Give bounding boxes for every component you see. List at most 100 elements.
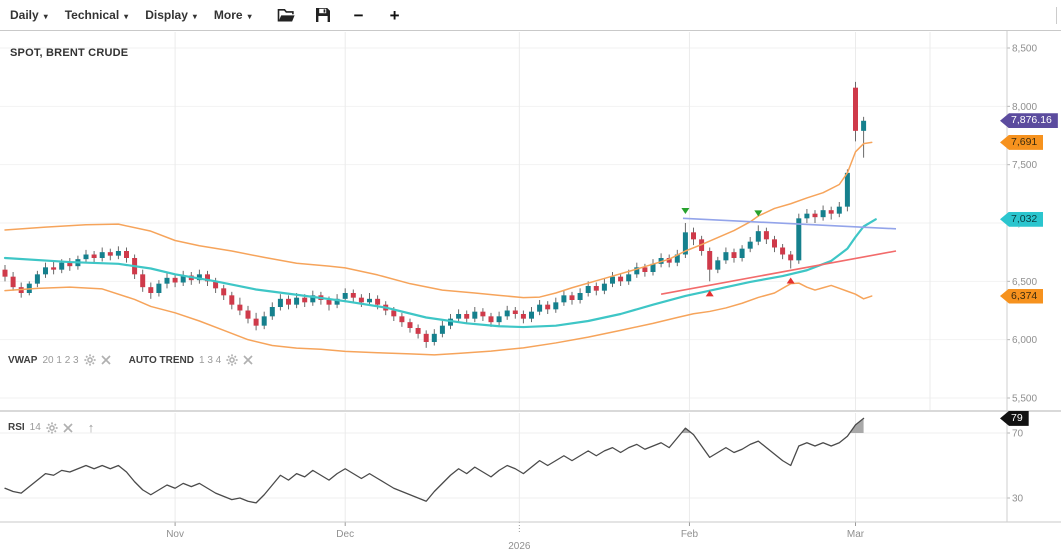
menu-timeframe-label: Daily <box>10 8 39 22</box>
candle <box>326 300 332 305</box>
candle <box>415 328 421 334</box>
candle <box>853 87 858 131</box>
candle <box>601 283 607 291</box>
candle <box>529 311 534 319</box>
candle <box>261 316 267 326</box>
candle <box>634 267 640 275</box>
toolbar-separator <box>1056 7 1057 24</box>
svg-text:8,000: 8,000 <box>1012 102 1037 113</box>
autotrend-legend-params: 1 3 4 <box>198 354 222 366</box>
menu-technical-label: Technical <box>64 8 120 22</box>
candle <box>512 310 518 314</box>
menu-technical[interactable]: Technical ▾ <box>65 8 128 22</box>
symbol-label: SPOT, BRENT CRUDE <box>10 47 129 59</box>
zoom-in-icon[interactable]: + <box>389 5 400 25</box>
gear-icon[interactable] <box>84 354 96 366</box>
candle <box>302 297 308 303</box>
candle <box>836 206 842 214</box>
menu-more[interactable]: More ▾ <box>214 8 252 22</box>
candle <box>755 231 761 242</box>
candle <box>269 307 275 317</box>
candle <box>480 311 486 317</box>
candle <box>237 304 243 311</box>
candle <box>772 239 777 248</box>
menu-display[interactable]: Display ▾ <box>145 8 197 22</box>
candle <box>229 295 235 305</box>
gear-icon[interactable] <box>226 354 238 366</box>
rsi-legend-label: RSI <box>8 422 25 433</box>
indicator-legend: VWAP 20 1 2 3 AUTO TREND 1 3 4 <box>8 354 253 366</box>
candle <box>277 298 283 307</box>
rsi-legend-params: 14 <box>29 422 41 433</box>
close-icon[interactable] <box>63 422 73 433</box>
candle <box>164 277 170 284</box>
candle <box>610 276 615 284</box>
candle <box>545 304 551 310</box>
svg-text:Dec: Dec <box>336 529 354 540</box>
candle <box>172 277 178 283</box>
candle <box>10 276 16 288</box>
candle <box>99 252 105 258</box>
candle <box>763 231 769 240</box>
candle <box>115 251 121 256</box>
svg-text:30: 30 <box>1012 494 1024 505</box>
candle <box>448 318 453 326</box>
vwap-legend-label: VWAP <box>8 354 38 366</box>
candle <box>221 288 227 296</box>
svg-text:8,500: 8,500 <box>1012 44 1037 55</box>
candle <box>2 269 8 277</box>
svg-text:Mar: Mar <box>847 529 865 540</box>
candle <box>861 120 867 131</box>
candle <box>350 293 356 298</box>
candle <box>569 295 575 300</box>
menu-timeframe[interactable]: Daily ▾ <box>10 8 48 22</box>
candle <box>585 286 591 293</box>
move-panel-up-icon[interactable]: ↑ <box>87 420 95 435</box>
svg-text:2026: 2026 <box>508 541 531 552</box>
svg-text:Feb: Feb <box>681 529 699 540</box>
svg-text:5,500: 5,500 <box>1012 394 1037 405</box>
candle <box>334 298 340 305</box>
candle <box>148 287 154 293</box>
candle <box>34 274 40 284</box>
save-icon[interactable] <box>313 5 333 25</box>
candle <box>358 297 364 303</box>
candle <box>707 251 713 270</box>
svg-text:70: 70 <box>1012 429 1024 440</box>
candle <box>593 286 599 291</box>
svg-text:Nov: Nov <box>166 529 184 540</box>
price-badge: 6,374 <box>1000 288 1044 304</box>
candle <box>391 310 397 317</box>
candle <box>375 298 381 305</box>
svg-text:6,000: 6,000 <box>1012 335 1037 346</box>
close-icon[interactable] <box>243 355 253 365</box>
candle <box>488 316 494 323</box>
candle <box>780 247 786 255</box>
candle <box>666 258 672 263</box>
candle <box>124 251 129 258</box>
price-badge: 7,876.16 <box>1000 113 1058 129</box>
candle <box>796 218 802 261</box>
candle <box>747 241 753 249</box>
candle <box>642 267 648 272</box>
candle <box>156 283 162 293</box>
gear-icon[interactable] <box>46 421 58 434</box>
candle <box>731 252 737 258</box>
chevron-down-icon: ▾ <box>192 11 197 21</box>
candle <box>342 293 348 299</box>
zoom-out-icon[interactable]: − <box>353 5 364 25</box>
candle <box>91 254 97 258</box>
rsi-overbought-fill <box>849 418 864 433</box>
trend-peak-marker <box>681 208 690 214</box>
candle <box>180 275 186 283</box>
candle <box>828 210 834 214</box>
indicator-overlays <box>3 141 897 356</box>
candle <box>804 213 810 219</box>
candle <box>618 276 624 282</box>
candle <box>561 295 567 303</box>
toolbar-tools: − + <box>277 5 405 25</box>
open-folder-icon[interactable] <box>277 5 297 25</box>
close-icon[interactable] <box>101 355 111 365</box>
